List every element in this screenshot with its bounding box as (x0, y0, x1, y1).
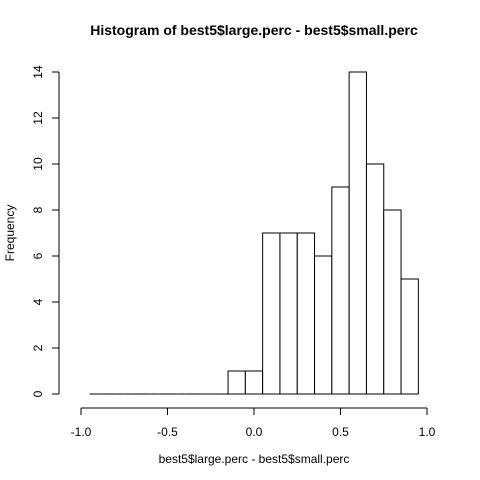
x-axis: -1.0 -0.5 0.0 0.5 1.0 (71, 407, 436, 439)
y-tick-label: 12 (31, 111, 45, 125)
histogram-bar (296, 232, 316, 395)
x-axis-label: best5$large.perc - best5$small.perc (159, 452, 350, 466)
histogram-bar (331, 186, 350, 395)
x-tick-label: -1.0 (71, 425, 92, 439)
y-tick-label: 14 (31, 65, 45, 79)
histogram-bar (244, 370, 264, 395)
histogram-bar (279, 232, 298, 395)
y-axis: 0 2 4 6 8 10 12 14 (31, 65, 60, 397)
x-tick-label: -0.5 (157, 425, 178, 439)
y-tick-label: 10 (31, 157, 45, 171)
y-tick-label: 8 (31, 206, 45, 213)
x-tick-label: 0.5 (332, 425, 349, 439)
y-tick-label: 4 (31, 298, 45, 305)
histogram-bar (383, 209, 402, 395)
y-tick-label: 0 (31, 390, 45, 397)
y-axis-label: Frequency (3, 205, 17, 262)
y-tick-label: 2 (31, 344, 45, 351)
histogram-bar (400, 278, 419, 395)
x-tick-label: 0.0 (246, 425, 263, 439)
histogram-bar (227, 370, 246, 395)
histogram-bar (262, 232, 281, 395)
histogram-bar (365, 163, 385, 395)
y-tick-label: 6 (31, 252, 45, 259)
histogram-bars (89, 71, 419, 395)
x-tick-label: 1.0 (419, 425, 436, 439)
histogram-bar (314, 255, 333, 395)
histogram-bar (348, 71, 367, 395)
chart-title: Histogram of best5$large.perc - best5$sm… (90, 22, 418, 38)
